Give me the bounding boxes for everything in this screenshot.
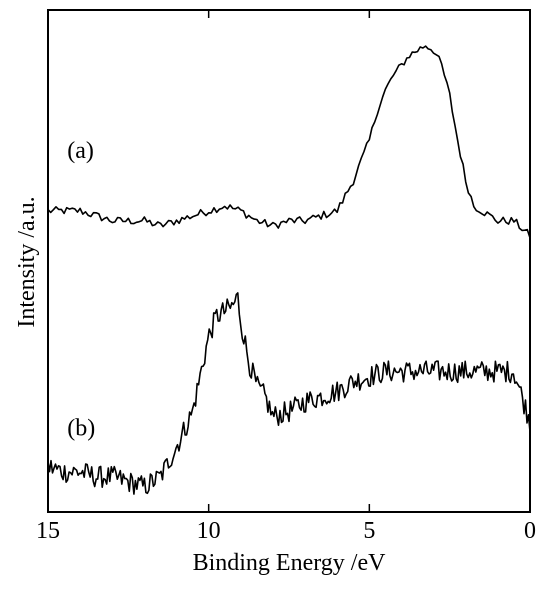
- series-line-b: [47, 292, 531, 495]
- series-line-a: [47, 45, 531, 239]
- plot-frame: [47, 9, 531, 513]
- x-ticks: [47, 10, 531, 512]
- annotation-a: (a): [67, 138, 94, 164]
- x-axis-label: Binding Energy /eV: [193, 550, 387, 576]
- series-group: [47, 45, 531, 495]
- x-tick-labels: 15 10 5 0: [36, 518, 536, 544]
- x-tick-label-0: 0: [524, 518, 536, 544]
- y-axis-label: Intensity /a.u.: [14, 196, 40, 327]
- x-tick-label-10: 10: [197, 518, 221, 544]
- x-tick-label-15: 15: [36, 518, 60, 544]
- annotation-b: (b): [67, 416, 95, 442]
- x-tick-label-5: 5: [363, 518, 375, 544]
- annotations: (a) (b): [67, 138, 95, 442]
